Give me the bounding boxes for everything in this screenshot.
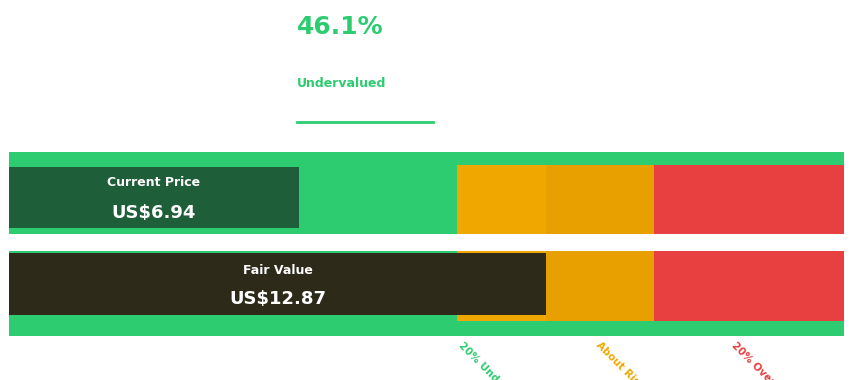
- Text: 46.1%: 46.1%: [296, 14, 383, 39]
- Bar: [9, 165, 456, 234]
- Bar: [9, 253, 546, 315]
- Text: Undervalued: Undervalued: [296, 77, 386, 90]
- Bar: [545, 165, 653, 234]
- Bar: [9, 321, 843, 336]
- Text: About Right: About Right: [593, 340, 650, 380]
- Text: Fair Value: Fair Value: [242, 264, 312, 277]
- Bar: [9, 152, 843, 165]
- Bar: [9, 251, 456, 321]
- Bar: [653, 165, 843, 234]
- Bar: [653, 251, 843, 321]
- Text: US$12.87: US$12.87: [228, 290, 325, 308]
- Text: 20% Undervalued: 20% Undervalued: [456, 340, 537, 380]
- Bar: [456, 165, 545, 234]
- Bar: [456, 251, 545, 321]
- Bar: [9, 167, 298, 228]
- Text: Current Price: Current Price: [106, 176, 200, 189]
- Bar: [545, 251, 653, 321]
- Text: 20% Overvalued: 20% Overvalued: [728, 340, 803, 380]
- Text: US$6.94: US$6.94: [112, 204, 195, 222]
